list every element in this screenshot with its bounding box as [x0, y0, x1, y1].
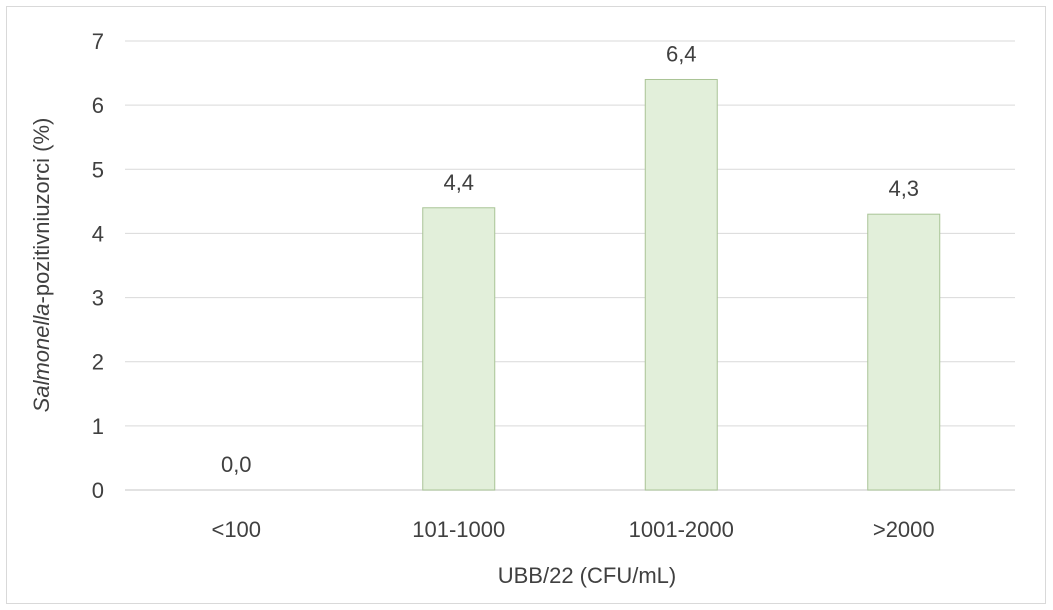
- y-tick-label: 7: [92, 29, 104, 54]
- y-tick-label: 2: [92, 350, 104, 375]
- y-tick-label: 0: [92, 478, 104, 503]
- data-labels: 0,0 4,4 6,4 4,3: [221, 41, 919, 477]
- y-tick-label: 5: [92, 157, 104, 182]
- y-axis-title: Salmonella-pozitivniuzorci (%): [29, 118, 54, 413]
- data-label: 4,4: [443, 170, 474, 195]
- y-axis-title-rest: -pozitivniuzorci (%): [29, 118, 54, 304]
- y-tick-labels: 0 1 2 3 4 5 6 7: [92, 29, 104, 503]
- bars: [422, 78, 941, 491]
- x-tick-label: <100: [211, 517, 261, 542]
- data-label: 4,3: [888, 176, 919, 201]
- bar-2: [644, 78, 718, 491]
- y-tick-label: 1: [92, 414, 104, 439]
- x-tick-label: 1001-2000: [629, 517, 734, 542]
- data-label: 0,0: [221, 452, 252, 477]
- bar-3: [867, 213, 941, 491]
- y-tick-label: 4: [92, 221, 104, 246]
- x-tick-label: >2000: [873, 517, 935, 542]
- data-label: 6,4: [666, 41, 697, 66]
- x-axis-title: UBB/22 (CFU/mL): [498, 563, 676, 588]
- x-tick-labels: <100 101-1000 1001-2000 >2000: [211, 517, 934, 542]
- y-tick-label: 6: [92, 93, 104, 118]
- y-tick-label: 3: [92, 286, 104, 311]
- y-axis-title-italic: Salmonella: [29, 303, 54, 412]
- x-tick-label: 101-1000: [412, 517, 505, 542]
- gridlines: [125, 40, 1015, 491]
- bar-1: [422, 207, 496, 491]
